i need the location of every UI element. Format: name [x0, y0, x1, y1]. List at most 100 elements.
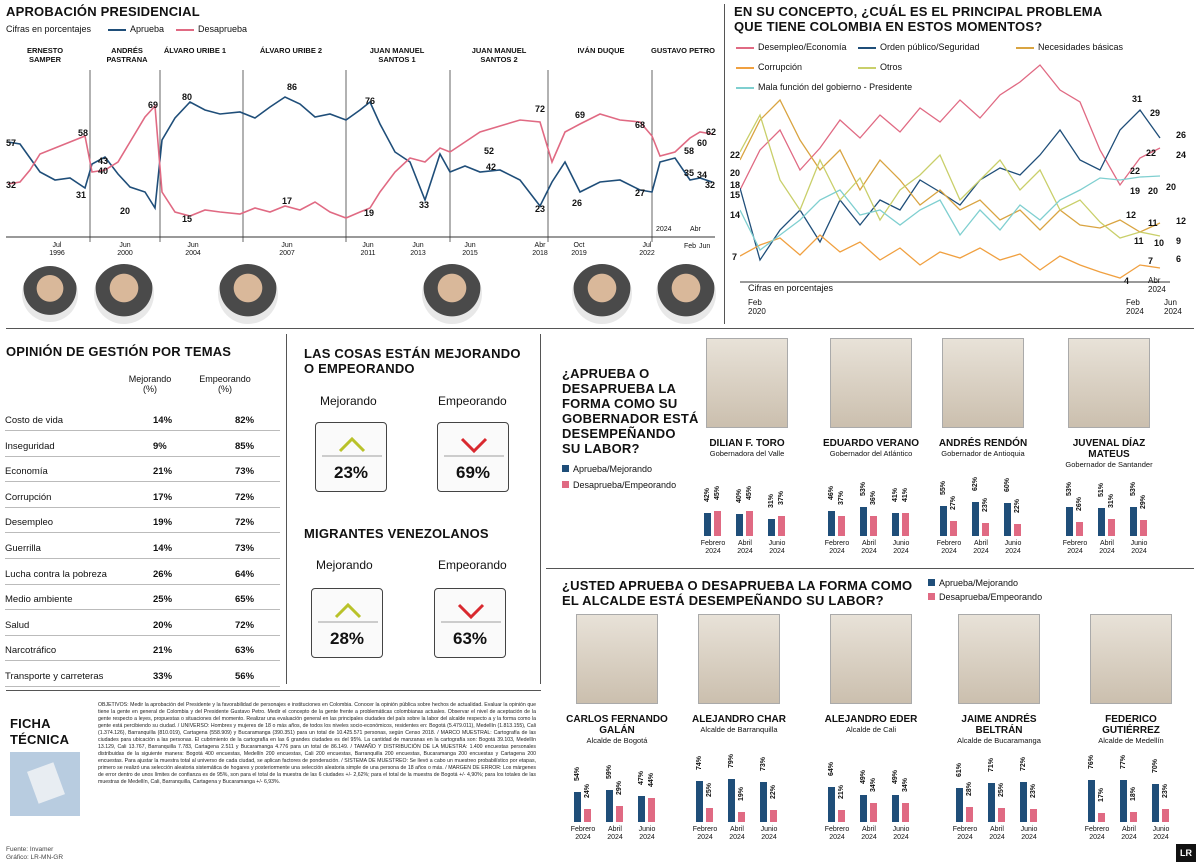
approval-title: APROBACIÓN PRESIDENCIAL — [6, 4, 200, 19]
end-label: 24 — [1176, 150, 1187, 160]
bar-desaprueba — [1076, 521, 1083, 536]
month-label: Febrero 2024 — [824, 540, 850, 555]
x-tick: Jul 1996 — [49, 242, 65, 257]
topic-name: Economía — [5, 466, 48, 478]
bar-label: 45% — [714, 486, 721, 501]
bar-aprueba — [1066, 506, 1073, 536]
month-label: Febrero 2024 — [824, 826, 850, 841]
approval-label: 33 — [419, 200, 430, 210]
topic-emp: 72% — [235, 517, 255, 529]
topics-title: OPINIÓN DE GESTIÓN POR TEMAS — [6, 344, 232, 359]
x-tick: Feb — [684, 243, 697, 250]
series-orden — [740, 108, 1161, 262]
bar-aprueba — [1088, 780, 1095, 822]
end-label: 7 — [1148, 256, 1154, 266]
bar-desaprueba — [1140, 520, 1147, 536]
official-role: Alcalde de Bucaramanga — [957, 736, 1041, 745]
month-label: Abril 2024 — [1099, 540, 1115, 555]
bar-desaprueba — [1014, 523, 1021, 536]
approval-chart — [6, 70, 715, 242]
x-tick: Jun — [699, 243, 711, 250]
end-label: 11 — [1148, 218, 1158, 228]
bar-desaprueba — [870, 516, 877, 536]
bar-aprueba — [828, 786, 835, 822]
topic-row: Corrupción 17% 72% — [5, 483, 280, 508]
tag-abr: Abr — [690, 226, 701, 233]
bar-label: 53% — [1130, 481, 1137, 496]
alc-title: ¿USTED APRUEBA O DESAPRUEBA LA FORMA COM… — [562, 578, 913, 608]
bar-label: 51% — [1098, 482, 1105, 497]
official-role: Alcalde de Cali — [845, 725, 897, 734]
bar-desaprueba — [870, 803, 877, 822]
bar-label: 34% — [902, 778, 909, 793]
official-name: FEDERICO GUTIÉRREZ — [1102, 714, 1160, 736]
bar-label: 25% — [706, 783, 713, 798]
approval-label: 34 — [697, 170, 708, 180]
topic-emp: 56% — [235, 671, 255, 682]
migrantes-emp-value: 63% — [452, 629, 488, 648]
topic-mej: 21% — [153, 466, 173, 478]
topic-mej: 17% — [153, 491, 173, 503]
official-role: Alcalde de Medellín — [1098, 736, 1164, 745]
month-label: Abril 2024 — [607, 826, 623, 841]
official-name: DILIAN F. TORO — [709, 438, 785, 449]
president-name: JUAN MANUEL SANTOS 2 — [471, 46, 527, 64]
disapproval-label: 69 — [575, 110, 586, 120]
cosas-mej-label: Mejorando — [320, 394, 377, 408]
bar-desaprueba — [998, 808, 1005, 822]
bar-label: 77% — [1120, 754, 1127, 769]
x-abr: Abr 2024 — [1148, 276, 1166, 294]
x-tick: Jul 2022 — [639, 242, 655, 257]
bar-aprueba — [574, 792, 581, 822]
bar-desaprueba — [902, 803, 909, 822]
approval-label: 23 — [535, 204, 546, 214]
bar-label: 72% — [1020, 757, 1027, 772]
president-name: IVÁN DUQUE — [577, 46, 625, 55]
bar-label: 27% — [950, 496, 957, 511]
topic-name: Lucha contra la pobreza — [5, 568, 107, 580]
bar-desaprueba — [738, 811, 745, 822]
ficha-text: OBJETIVOS: Medir la aprobación del Presi… — [98, 702, 536, 785]
desaprueba-line — [7, 104, 713, 219]
president-name: ANDRÉS PASTRANA — [106, 46, 148, 64]
legend-desaprueba: Desaprueba — [176, 24, 247, 34]
col-empeorando: Empeorando (%) — [199, 374, 251, 394]
official-card: JAIME ANDRÉS BELTRÁN Alcalde de Bucarama… — [948, 614, 1050, 745]
official-name: JUVENAL DÍAZ MATEUS — [1072, 438, 1146, 460]
month-label: Febrero 2024 — [1062, 540, 1088, 555]
bar-label: 60% — [1004, 477, 1011, 492]
end-label: 29 — [1150, 108, 1161, 118]
end-label: 4 — [1124, 276, 1130, 286]
bar-label: 62% — [972, 476, 979, 491]
topic-row: Inseguridad 9% 85% — [5, 432, 280, 457]
bar-aprueba — [1098, 507, 1105, 536]
cosas-emp-box: 69% — [437, 422, 509, 492]
bar-aprueba — [638, 796, 645, 822]
disapproval-label: 58 — [78, 128, 89, 138]
official-photo — [1090, 614, 1172, 704]
month-label: Junio 2024 — [1152, 826, 1170, 841]
approval-label: 32 — [705, 180, 716, 190]
topic-mej: 14% — [153, 415, 173, 426]
bar-aprueba — [736, 514, 743, 536]
disapproval-label: 62 — [706, 127, 717, 137]
president-name: JUAN MANUEL SANTOS 1 — [369, 46, 425, 64]
topic-row: Narcotráfico 21% 63% — [5, 636, 280, 662]
approval-unit: Cifras en porcentajes — [6, 24, 92, 34]
cosas-mej-box: 23% — [315, 422, 387, 492]
bar-label: 53% — [860, 481, 867, 496]
disapproval-label: 19 — [364, 208, 375, 218]
migrantes-mej-label: Mejorando — [316, 558, 373, 572]
official-photo — [830, 614, 912, 704]
x-tick: Jun 2000 — [117, 242, 133, 257]
bar-aprueba — [606, 789, 613, 822]
official-photo — [830, 338, 912, 428]
topic-emp: 72% — [235, 619, 255, 631]
topic-emp: 85% — [235, 440, 255, 452]
bar-aprueba — [1152, 783, 1159, 822]
bar-label: 70% — [1152, 758, 1159, 773]
bar-label: 40% — [736, 488, 743, 503]
official-card: JUVENAL DÍAZ MATEUS Gobernador de Santan… — [1058, 338, 1160, 469]
official-card: ALEJANDRO EDER Alcalde de Cali — [820, 614, 922, 734]
bar-aprueba — [860, 795, 867, 822]
